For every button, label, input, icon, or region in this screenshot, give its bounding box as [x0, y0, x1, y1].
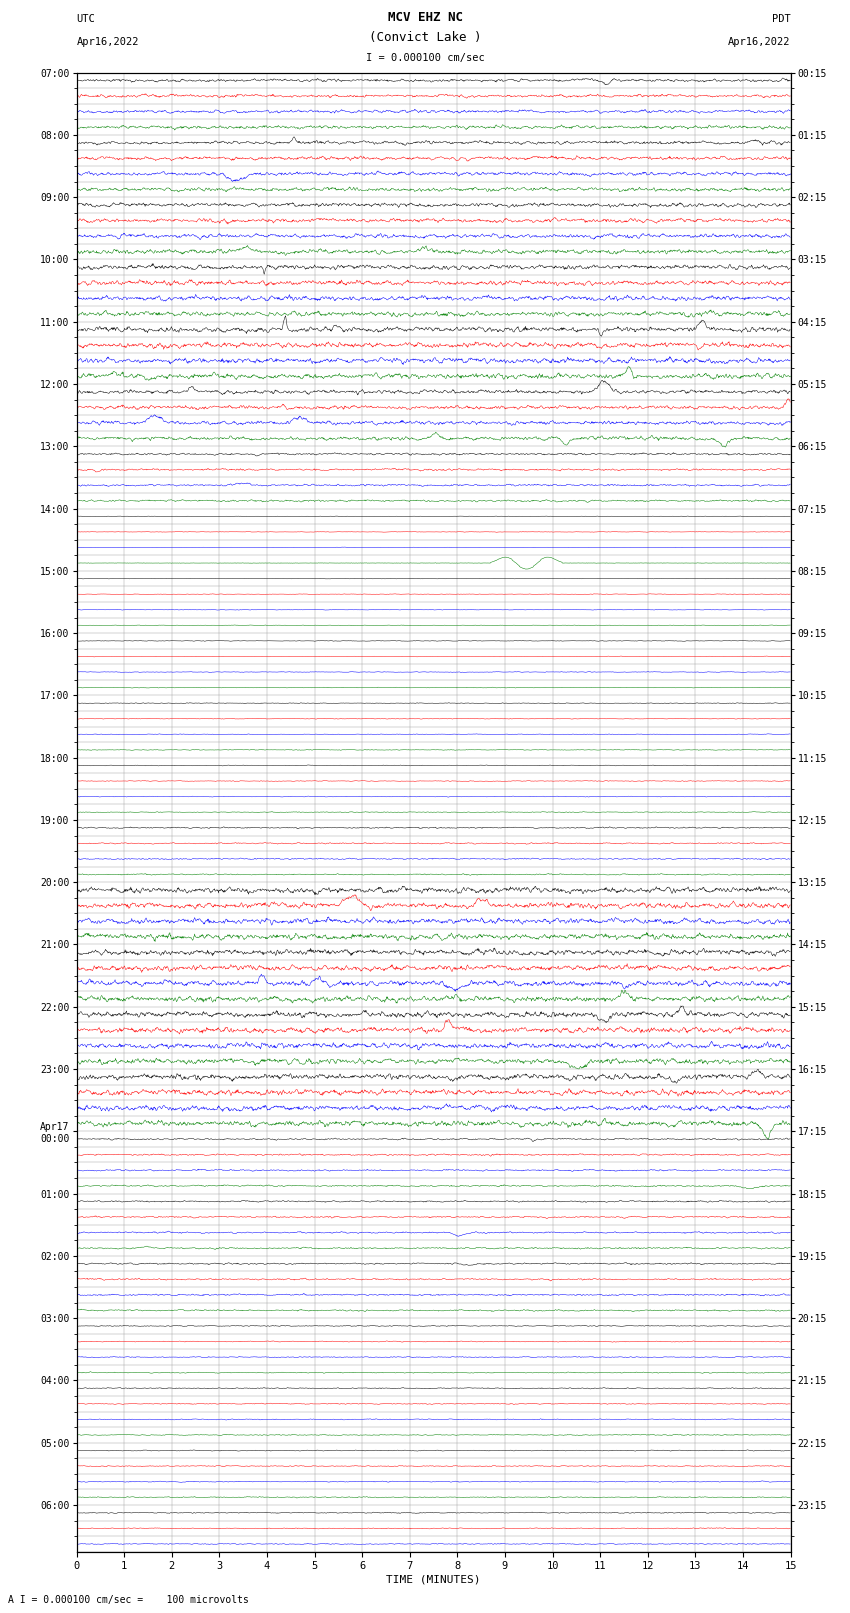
- Text: Apr16,2022: Apr16,2022: [76, 37, 139, 47]
- Text: UTC: UTC: [76, 15, 95, 24]
- Text: Apr16,2022: Apr16,2022: [728, 37, 791, 47]
- Text: A I = 0.000100 cm/sec =    100 microvolts: A I = 0.000100 cm/sec = 100 microvolts: [8, 1595, 249, 1605]
- Text: I = 0.000100 cm/sec: I = 0.000100 cm/sec: [366, 53, 484, 63]
- Text: MCV EHZ NC: MCV EHZ NC: [388, 11, 462, 24]
- Text: PDT: PDT: [772, 15, 791, 24]
- X-axis label: TIME (MINUTES): TIME (MINUTES): [386, 1574, 481, 1584]
- Text: (Convict Lake ): (Convict Lake ): [369, 31, 481, 44]
